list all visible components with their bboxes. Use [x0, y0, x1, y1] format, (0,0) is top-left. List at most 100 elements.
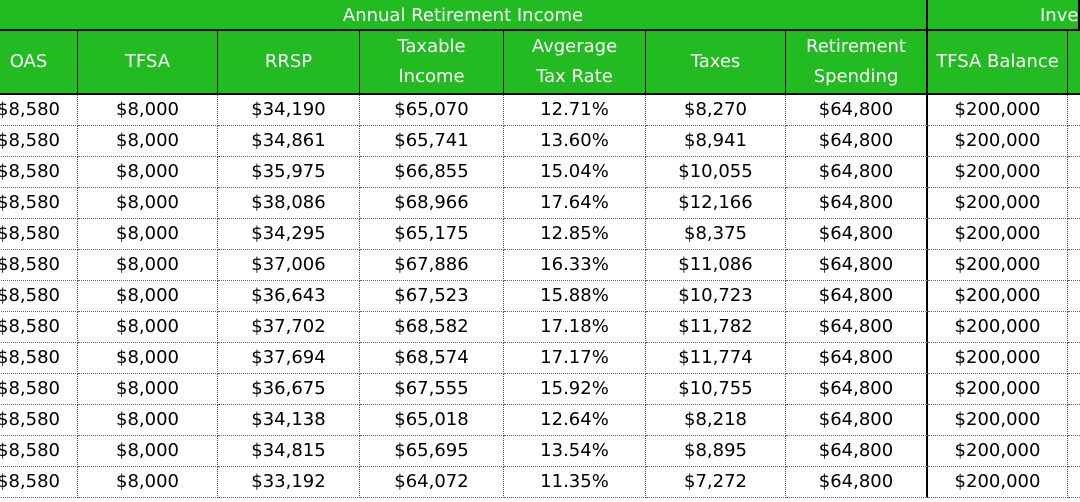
table-cell-spending[interactable]: $64,800	[786, 126, 928, 157]
table-cell-taxable[interactable]: $68,582	[360, 312, 504, 343]
table-cell-avg[interactable]: 17.18%	[504, 312, 646, 343]
table-cell-spending[interactable]: $64,800	[786, 436, 928, 467]
table-cell-rrsp[interactable]: $34,138	[218, 405, 360, 436]
table-cell-taxable[interactable]: $65,018	[360, 405, 504, 436]
table-cell-tfsa[interactable]: $8,000	[78, 95, 218, 126]
table-cell-tfsa_bal[interactable]: $200,000	[928, 250, 1068, 281]
table-cell-rrsp[interactable]: $34,295	[218, 219, 360, 250]
table-cell-tfsa_bal[interactable]: $200,000	[928, 188, 1068, 219]
table-cell-taxes[interactable]: $10,055	[646, 157, 786, 188]
table-cell-rrsp[interactable]: $35,975	[218, 157, 360, 188]
table-cell-oas[interactable]: $8,580	[0, 405, 78, 436]
table-cell-rrsp[interactable]: $37,006	[218, 250, 360, 281]
table-cell-clipped[interactable]	[1068, 312, 1080, 343]
table-cell-taxable[interactable]: $65,741	[360, 126, 504, 157]
table-cell-spending[interactable]: $64,800	[786, 343, 928, 374]
table-cell-tfsa[interactable]: $8,000	[78, 374, 218, 405]
table-cell-taxable[interactable]: $66,855	[360, 157, 504, 188]
table-cell-taxable[interactable]: $64,072	[360, 467, 504, 498]
table-cell-spending[interactable]: $64,800	[786, 312, 928, 343]
table-cell-tfsa_bal[interactable]: $200,000	[928, 405, 1068, 436]
table-cell-taxes[interactable]: $11,774	[646, 343, 786, 374]
table-cell-oas[interactable]: $8,580	[0, 126, 78, 157]
table-cell-taxes[interactable]: $8,375	[646, 219, 786, 250]
table-cell-tfsa[interactable]: $8,000	[78, 250, 218, 281]
table-cell-tfsa_bal[interactable]: $200,000	[928, 219, 1068, 250]
table-cell-rrsp[interactable]: $36,643	[218, 281, 360, 312]
table-cell-tfsa[interactable]: $8,000	[78, 281, 218, 312]
table-cell-oas[interactable]: $8,580	[0, 436, 78, 467]
table-cell-clipped[interactable]	[1068, 157, 1080, 188]
table-cell-avg[interactable]: 17.17%	[504, 343, 646, 374]
table-cell-oas[interactable]: $8,580	[0, 157, 78, 188]
table-cell-tfsa_bal[interactable]: $200,000	[928, 312, 1068, 343]
table-cell-oas[interactable]: $8,580	[0, 343, 78, 374]
table-cell-oas[interactable]: $8,580	[0, 281, 78, 312]
table-cell-spending[interactable]: $64,800	[786, 374, 928, 405]
table-cell-avg[interactable]: 12.64%	[504, 405, 646, 436]
table-cell-oas[interactable]: $8,580	[0, 467, 78, 498]
table-cell-taxes[interactable]: $8,218	[646, 405, 786, 436]
table-cell-taxes[interactable]: $8,941	[646, 126, 786, 157]
table-cell-tfsa[interactable]: $8,000	[78, 188, 218, 219]
table-cell-tfsa[interactable]: $8,000	[78, 405, 218, 436]
table-cell-taxes[interactable]: $10,755	[646, 374, 786, 405]
table-cell-rrsp[interactable]: $34,861	[218, 126, 360, 157]
table-cell-tfsa_bal[interactable]: $200,000	[928, 281, 1068, 312]
table-cell-taxable[interactable]: $68,574	[360, 343, 504, 374]
table-cell-avg[interactable]: 16.33%	[504, 250, 646, 281]
table-cell-avg[interactable]: 15.92%	[504, 374, 646, 405]
table-cell-tfsa[interactable]: $8,000	[78, 467, 218, 498]
table-cell-clipped[interactable]	[1068, 250, 1080, 281]
table-cell-avg[interactable]: 15.04%	[504, 157, 646, 188]
table-cell-oas[interactable]: $8,580	[0, 95, 78, 126]
table-cell-oas[interactable]: $8,580	[0, 188, 78, 219]
table-cell-taxes[interactable]: $12,166	[646, 188, 786, 219]
table-cell-rrsp[interactable]: $36,675	[218, 374, 360, 405]
table-cell-rrsp[interactable]: $37,702	[218, 312, 360, 343]
table-cell-clipped[interactable]	[1068, 405, 1080, 436]
table-cell-taxable[interactable]: $65,695	[360, 436, 504, 467]
table-cell-tfsa_bal[interactable]: $200,000	[928, 467, 1068, 498]
table-cell-clipped[interactable]	[1068, 467, 1080, 498]
table-cell-spending[interactable]: $64,800	[786, 95, 928, 126]
table-cell-avg[interactable]: 12.85%	[504, 219, 646, 250]
table-cell-taxable[interactable]: $67,886	[360, 250, 504, 281]
table-cell-avg[interactable]: 15.88%	[504, 281, 646, 312]
table-cell-tfsa[interactable]: $8,000	[78, 157, 218, 188]
table-cell-avg[interactable]: 17.64%	[504, 188, 646, 219]
table-cell-taxes[interactable]: $8,895	[646, 436, 786, 467]
table-cell-rrsp[interactable]: $33,192	[218, 467, 360, 498]
table-cell-rrsp[interactable]: $34,815	[218, 436, 360, 467]
table-cell-tfsa_bal[interactable]: $200,000	[928, 126, 1068, 157]
table-cell-clipped[interactable]	[1068, 126, 1080, 157]
table-cell-tfsa[interactable]: $8,000	[78, 312, 218, 343]
table-cell-oas[interactable]: $8,580	[0, 250, 78, 281]
table-cell-oas[interactable]: $8,580	[0, 374, 78, 405]
table-cell-spending[interactable]: $64,800	[786, 157, 928, 188]
table-cell-taxable[interactable]: $68,966	[360, 188, 504, 219]
table-cell-tfsa_bal[interactable]: $200,000	[928, 95, 1068, 126]
table-cell-tfsa_bal[interactable]: $200,000	[928, 374, 1068, 405]
table-cell-spending[interactable]: $64,800	[786, 188, 928, 219]
table-cell-clipped[interactable]	[1068, 374, 1080, 405]
table-cell-clipped[interactable]	[1068, 95, 1080, 126]
table-cell-taxes[interactable]: $11,782	[646, 312, 786, 343]
table-cell-taxable[interactable]: $67,523	[360, 281, 504, 312]
table-cell-tfsa_bal[interactable]: $200,000	[928, 343, 1068, 374]
table-cell-oas[interactable]: $8,580	[0, 219, 78, 250]
table-cell-spending[interactable]: $64,800	[786, 467, 928, 498]
table-cell-spending[interactable]: $64,800	[786, 405, 928, 436]
table-cell-taxes[interactable]: $7,272	[646, 467, 786, 498]
table-cell-avg[interactable]: 13.54%	[504, 436, 646, 467]
table-cell-tfsa_bal[interactable]: $200,000	[928, 157, 1068, 188]
table-cell-taxes[interactable]: $10,723	[646, 281, 786, 312]
table-cell-tfsa_bal[interactable]: $200,000	[928, 436, 1068, 467]
table-cell-taxable[interactable]: $65,070	[360, 95, 504, 126]
table-cell-taxes[interactable]: $8,270	[646, 95, 786, 126]
table-cell-taxable[interactable]: $65,175	[360, 219, 504, 250]
table-cell-spending[interactable]: $64,800	[786, 219, 928, 250]
table-cell-rrsp[interactable]: $38,086	[218, 188, 360, 219]
table-cell-tfsa[interactable]: $8,000	[78, 343, 218, 374]
table-cell-clipped[interactable]	[1068, 281, 1080, 312]
